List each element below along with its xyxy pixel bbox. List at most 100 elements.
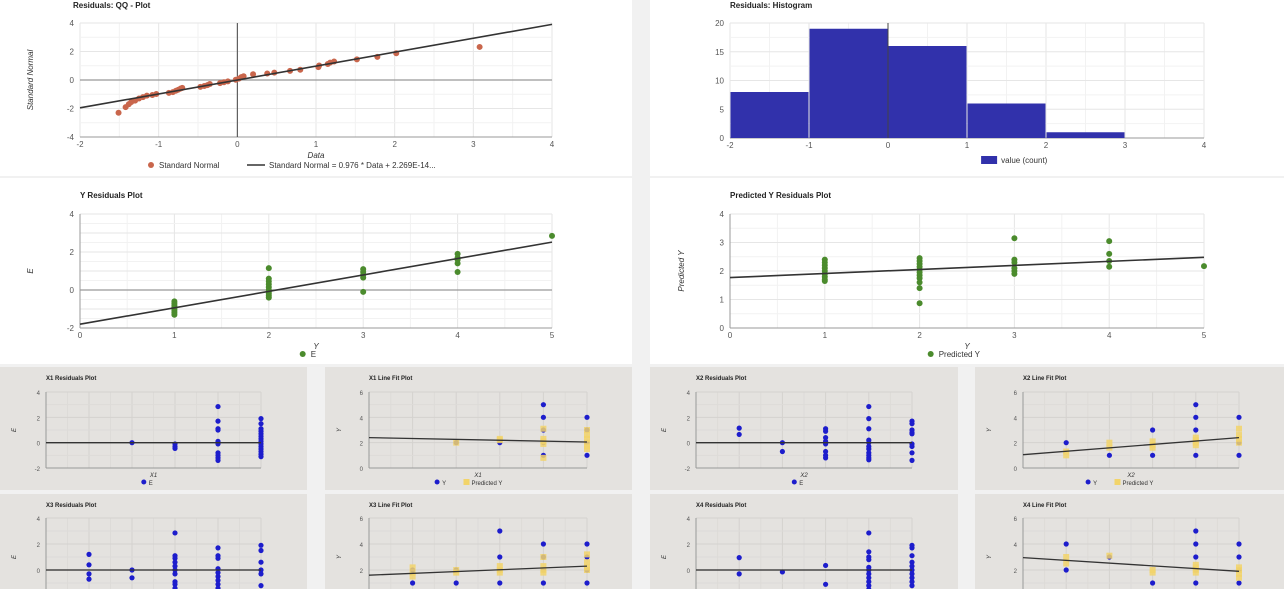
data-point — [823, 581, 829, 587]
data-point — [172, 571, 178, 577]
data-point — [360, 288, 367, 295]
data-point — [215, 570, 221, 576]
chart-title: Residuals: Histogram — [730, 1, 812, 10]
y-tick-label: 0 — [37, 569, 41, 575]
data-point — [1193, 554, 1199, 560]
y-tick-label: 2 — [70, 48, 75, 57]
y-tick-label: 2 — [37, 416, 41, 422]
data-point-predicted — [540, 569, 547, 576]
data-point — [866, 571, 872, 577]
data-point-predicted — [1236, 432, 1242, 439]
x-axis-label: X2 — [1126, 473, 1135, 479]
x-tick-label: -1 — [805, 141, 813, 150]
legend-label: Predicted Y — [1123, 481, 1154, 487]
data-point — [86, 571, 92, 577]
legend-label: value (count) — [1001, 156, 1048, 165]
x-tick-label: -2 — [726, 141, 734, 150]
data-point — [497, 580, 503, 586]
data-point-predicted — [540, 563, 547, 570]
x-tick-label: 1 — [314, 140, 319, 149]
data-point — [360, 274, 367, 281]
data-point — [866, 530, 872, 536]
trend-line — [79, 241, 553, 325]
legend-dot-swatch — [1085, 479, 1091, 485]
y-tick-label: 0 — [687, 442, 691, 448]
data-point-predicted — [1063, 560, 1070, 567]
data-point-predicted — [1236, 435, 1242, 442]
x-tick-label: 3 — [361, 331, 366, 340]
data-point — [1150, 427, 1156, 433]
y-axis-label: Y — [337, 554, 343, 559]
legend: Standard Normal Standard Normal = 0.976 *… — [148, 161, 436, 170]
data-point — [1063, 440, 1069, 446]
y-tick-label: 4 — [70, 19, 75, 28]
data-point-predicted — [496, 563, 503, 570]
legend: E — [791, 479, 803, 487]
y-tick-label: 0 — [70, 286, 75, 295]
y-tick-label: 4 — [37, 391, 41, 397]
legend: E — [299, 350, 316, 359]
data-point — [823, 455, 829, 461]
y-tick-label: 0 — [70, 76, 75, 85]
chart-x1-line-fit-plot: X1 Line Fit Plot 0 2 4 6 X1 Y Y Predicted Y — [325, 367, 632, 490]
y-tick-label: 0 — [37, 442, 41, 448]
x-axis-label: Y — [964, 342, 970, 351]
y-tick-label: 4 — [720, 210, 725, 219]
data-point — [1150, 580, 1156, 586]
x-tick-label: 0 — [235, 140, 240, 149]
legend-label: E — [149, 481, 153, 487]
data-point — [1063, 567, 1069, 573]
data-point-predicted — [1149, 444, 1156, 451]
x-tick-label: 0 — [728, 331, 733, 340]
x-tick-label: 0 — [78, 331, 83, 340]
data-point — [1106, 250, 1113, 257]
trend-line — [368, 436, 588, 443]
chart-title: X4 Line Fit Plot — [1023, 503, 1066, 509]
data-point — [172, 585, 178, 589]
histogram-bar — [888, 46, 967, 138]
x-tick-label: 0 — [886, 141, 891, 150]
data-point-predicted — [584, 435, 590, 442]
data-point-predicted — [540, 554, 547, 560]
data-point — [584, 580, 590, 586]
data-point-predicted — [540, 454, 547, 461]
data-point — [1011, 235, 1018, 242]
histogram-bar — [1046, 132, 1125, 138]
legend-dot-swatch — [434, 479, 440, 485]
data-point — [1193, 528, 1199, 534]
legend-dot-swatch — [299, 351, 306, 357]
trend-line — [1022, 436, 1240, 456]
data-point — [1106, 263, 1113, 270]
histogram-bar — [730, 92, 809, 138]
y-axis-label: E — [662, 427, 668, 432]
y-tick-label: 4 — [687, 517, 691, 523]
data-point — [171, 311, 178, 318]
y-tick-label: -4 — [67, 133, 75, 142]
chart-x4-residuals-plot: X4 Residuals Plot 0 2 4 E — [650, 494, 958, 589]
data-point — [909, 579, 915, 585]
data-point — [866, 583, 872, 589]
data-point-predicted — [1236, 425, 1242, 432]
data-point — [736, 425, 742, 431]
y-tick-label: 5 — [720, 105, 725, 114]
data-point — [866, 549, 872, 555]
x-axis-label: X1 — [149, 473, 157, 479]
data-point — [909, 443, 915, 450]
x-tick-label: 5 — [1202, 331, 1207, 340]
data-point — [1236, 580, 1242, 586]
data-point — [215, 403, 221, 410]
data-point — [258, 583, 264, 589]
data-point-predicted — [409, 573, 416, 580]
x-axis-label: X2 — [799, 473, 808, 479]
legend-label: Y — [442, 481, 446, 487]
y-tick-label: -2 — [685, 467, 691, 473]
chart-x2-line-fit-plot: X2 Line Fit Plot 0 2 4 6 X2 Y Y Predicted Y — [975, 367, 1284, 490]
data-point-predicted — [1106, 439, 1113, 446]
y-tick-label: 0 — [1014, 467, 1018, 473]
data-point — [129, 575, 135, 581]
y-axis-label: Y — [987, 427, 993, 432]
data-point — [823, 448, 829, 455]
y-tick-label: 2 — [360, 569, 364, 575]
data-point — [909, 553, 915, 559]
